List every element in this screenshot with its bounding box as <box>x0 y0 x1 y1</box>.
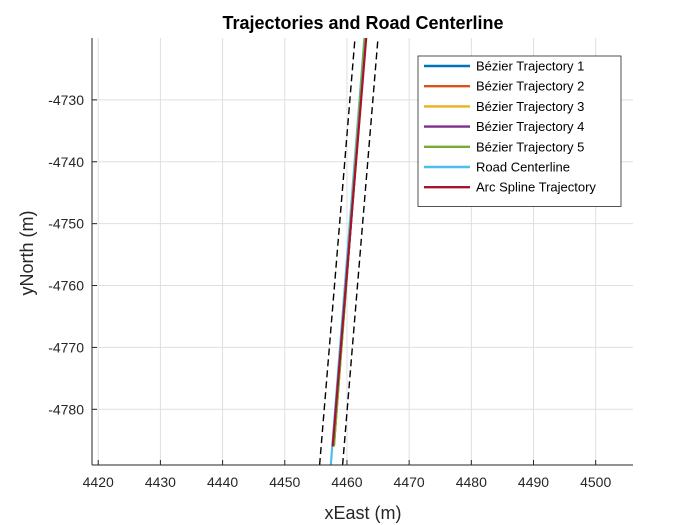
x-tick-label: 4450 <box>269 474 300 490</box>
y-tick-label: -4740 <box>48 154 84 170</box>
legend-label-road-centerline: Road Centerline <box>476 160 570 175</box>
road-boundary-line <box>341 38 379 465</box>
x-tick-label: 4500 <box>580 474 611 490</box>
x-tick-group: 4420 4430 4440 4450 4460 4470 4480 4490 4500 <box>83 460 611 490</box>
x-tick-label: 4440 <box>207 474 238 490</box>
chart-title: Trajectories and Road Centerline <box>222 13 503 33</box>
y-tick-label: -4770 <box>48 339 84 355</box>
legend-label-b-zier-trajectory-5: Bézier Trajectory 5 <box>476 139 584 154</box>
y-tick-label: -4780 <box>48 401 84 417</box>
y-tick-group: -4780 -4770 -4760 -4750 -4740 -4730 <box>48 92 97 417</box>
road-boundary-line <box>318 38 356 465</box>
series-line-arc-spline-trajectory <box>331 38 368 447</box>
y-axis-label: yNorth (m) <box>17 211 37 296</box>
x-tick-label: 4470 <box>394 474 425 490</box>
legend-label-arc-spline-trajectory: Arc Spline Trajectory <box>476 180 596 195</box>
legend-box <box>417 55 622 207</box>
legend-label-b-zier-trajectory-1: Bézier Trajectory 1 <box>476 59 584 74</box>
y-tick-label: -4760 <box>48 278 84 294</box>
axes-frame <box>91 38 633 466</box>
y-tick-label: -4730 <box>48 92 84 108</box>
x-tick-label: 4460 <box>331 474 362 490</box>
x-tick-label: 4480 <box>456 474 487 490</box>
legend-label-b-zier-trajectory-3: Bézier Trajectory 3 <box>476 99 584 114</box>
legend-label-b-zier-trajectory-2: Bézier Trajectory 2 <box>476 79 584 94</box>
x-axis-label: xEast (m) <box>324 503 401 523</box>
y-tick-label: -4750 <box>48 216 84 232</box>
series-group <box>318 38 379 465</box>
grid-lines <box>92 38 633 465</box>
x-tick-label: 4430 <box>145 474 176 490</box>
x-tick-label: 4490 <box>518 474 549 490</box>
x-tick-label: 4420 <box>83 474 114 490</box>
legend-label-b-zier-trajectory-4: Bézier Trajectory 4 <box>476 119 584 134</box>
legend: Bézier Trajectory 1 Bézier Trajectory 2 Bé… <box>417 55 622 207</box>
